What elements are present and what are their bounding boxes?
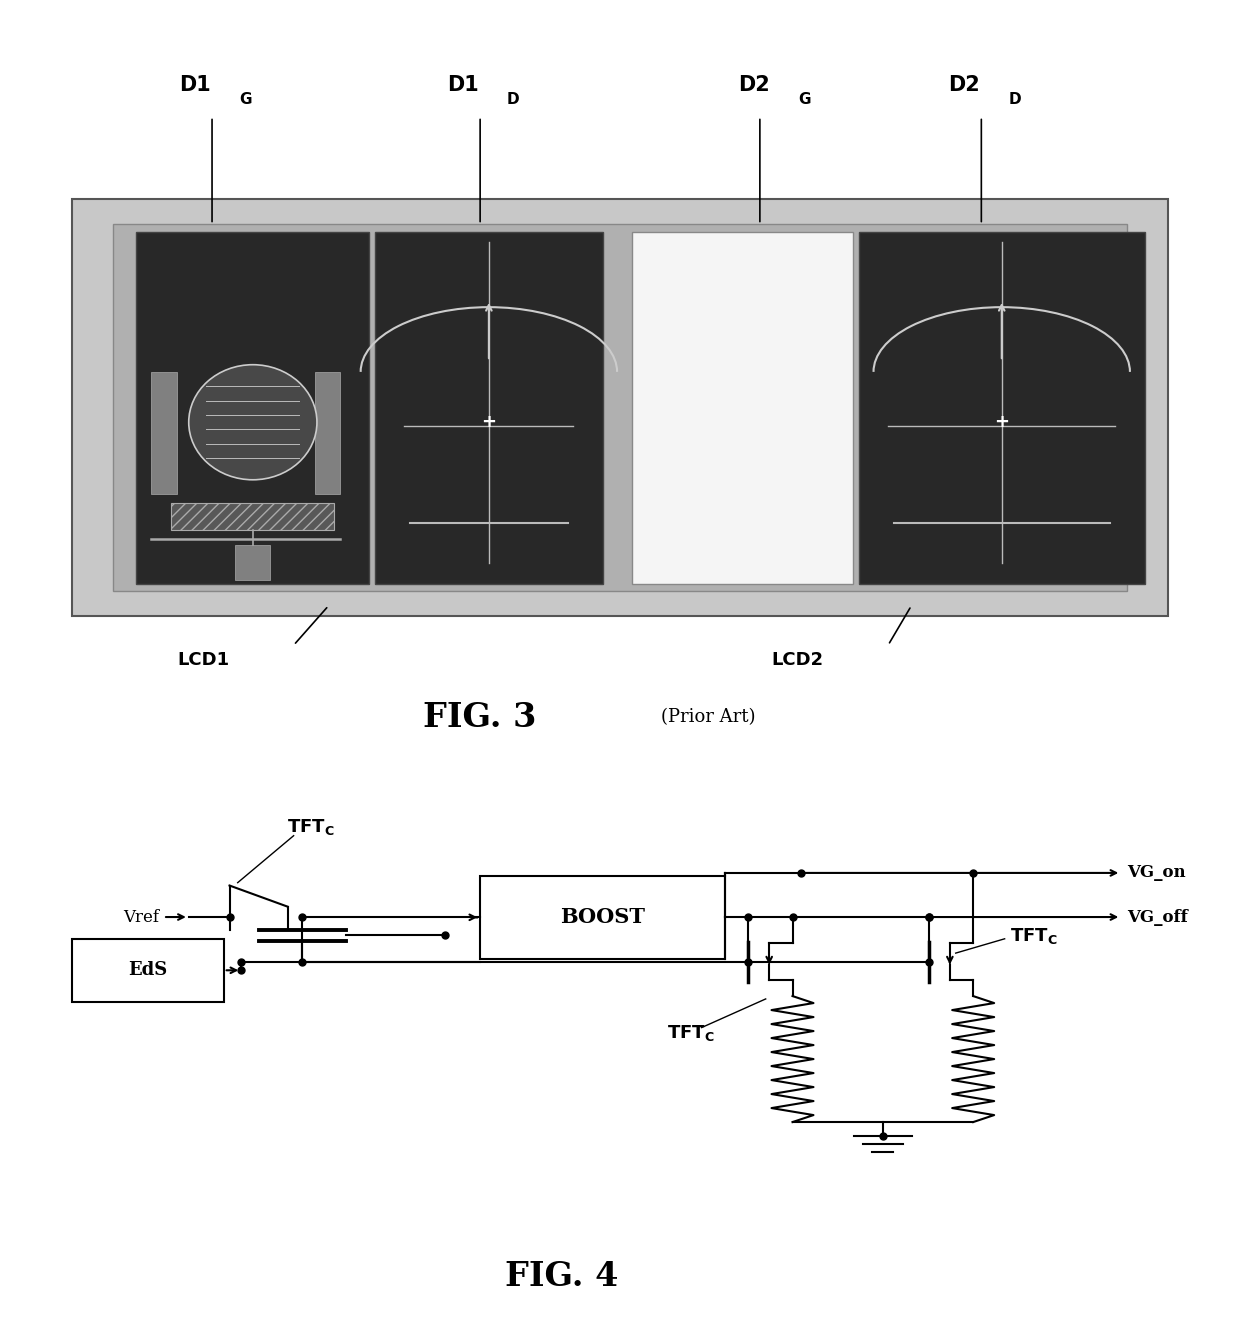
Bar: [151, 372, 177, 494]
Bar: [171, 502, 335, 530]
Text: VG_on: VG_on: [1127, 864, 1185, 882]
Bar: [315, 372, 340, 494]
Text: BOOST: BOOST: [560, 907, 645, 927]
Bar: [72, 200, 1168, 617]
Ellipse shape: [188, 365, 317, 480]
Bar: [480, 876, 725, 959]
Text: (Prior Art): (Prior Art): [661, 709, 755, 726]
Text: +: +: [481, 413, 496, 432]
Text: Vref: Vref: [124, 908, 160, 926]
Bar: [236, 545, 270, 581]
Text: FIG. 4: FIG. 4: [505, 1260, 619, 1293]
Text: LCD1: LCD1: [177, 650, 229, 669]
Text: D1: D1: [446, 76, 479, 96]
Text: $\mathbf{TFT}_{\mathbf{C}}$: $\mathbf{TFT}_{\mathbf{C}}$: [667, 1023, 714, 1043]
Text: LCD2: LCD2: [771, 650, 823, 669]
Text: +: +: [994, 413, 1009, 432]
Text: D: D: [1008, 92, 1021, 108]
Text: VG_off: VG_off: [1127, 908, 1188, 926]
Bar: [136, 232, 370, 583]
Bar: [376, 232, 603, 583]
Bar: [113, 224, 1127, 591]
Text: D1: D1: [179, 76, 211, 96]
Text: G: G: [799, 92, 811, 108]
Bar: [72, 939, 223, 1002]
Text: $\mathbf{TFT}_{\mathbf{C}}$: $\mathbf{TFT}_{\mathbf{C}}$: [1011, 926, 1058, 946]
Bar: [631, 232, 853, 583]
Text: D2: D2: [947, 76, 980, 96]
Bar: [859, 232, 1145, 583]
Text: D2: D2: [738, 76, 770, 96]
Text: EdS: EdS: [128, 962, 167, 979]
Text: FIG. 3: FIG. 3: [423, 701, 537, 734]
Text: G: G: [239, 92, 252, 108]
Text: D: D: [507, 92, 520, 108]
Text: $\mathbf{TFT}_{\mathbf{C}}$: $\mathbf{TFT}_{\mathbf{C}}$: [288, 817, 335, 836]
